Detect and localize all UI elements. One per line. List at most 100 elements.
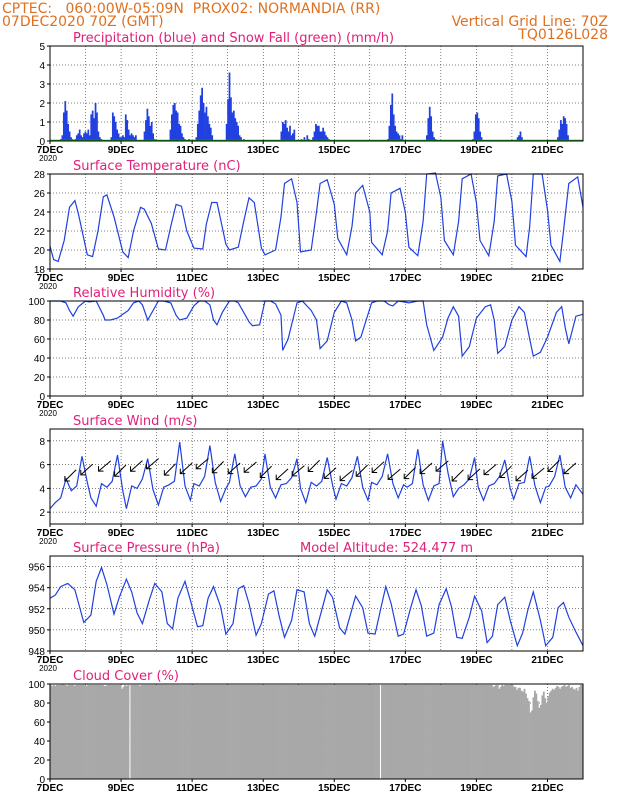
wind-vector-arrow [98,460,112,472]
precip-bar [176,112,179,141]
cloud-bar [133,684,135,779]
cloud-bar [139,685,141,779]
cloud-bar [418,684,420,779]
cloud-bar [142,684,144,779]
header-model-code: TQ0126L028 [517,27,608,43]
precip-bar [75,135,78,141]
pres-year-label: 2020 [39,664,57,673]
cloud-bar [256,684,259,779]
wind-vector-arrow [451,469,464,482]
cloud-bar [88,684,91,779]
cloud-bar [265,684,268,779]
wind-xtick-label: 19DEC [460,528,492,539]
cloud-bar [539,704,542,779]
cloud-bar [97,684,100,779]
cloud-bar [214,684,217,779]
cloud-bar [225,684,227,779]
cloud-bar [299,684,302,779]
wind-vector-arrow [563,462,577,475]
cloud-bar [70,684,73,779]
precip-bar [320,131,323,141]
cloud-bar [480,684,483,779]
precip-bar [211,135,214,141]
cloud-bar [412,684,415,779]
cloud-bar [164,684,167,779]
cloud-bar [235,684,238,779]
precip-bar [394,125,397,141]
precip-bar [231,112,234,141]
precip-bar [94,103,97,141]
cloud-bar [196,684,199,779]
cloud-bar [514,686,517,779]
wind-vector-arrowhead [547,466,554,473]
precip-bar [116,129,118,141]
cloud-bar [321,684,324,779]
precip-bar [122,135,124,141]
cloud-bar [290,684,293,779]
precip-bar [565,123,568,141]
precip-bar [173,103,176,141]
cloud-bar [237,684,239,779]
cloud-bar [517,687,520,779]
wind-vector-arrow [435,460,449,472]
precip-bar [326,137,329,141]
cloud-bar [294,684,297,779]
cloud-bar [361,684,364,779]
cloud-bar [436,684,438,779]
wind-vector-arrow [259,465,272,478]
cloud-bar [370,684,373,779]
precip-bar [284,120,287,141]
cloud-bar [311,684,314,779]
precip-bar [559,120,562,141]
cloud-bar [293,684,296,779]
cloud-bar [254,684,257,779]
precip-bar [97,131,100,141]
wind-vector-arrowhead [339,475,346,482]
wind-vector-arrow [114,464,127,477]
precip-bar [178,123,180,141]
cloud-bar [247,684,250,779]
cloud-bar [263,684,266,779]
pres-panel-frame [49,555,584,652]
cloud-bar [369,684,371,779]
cloud-bar [146,684,149,779]
cloud-bar [58,684,61,779]
cloud-bar [251,684,254,779]
cloud-bar [446,684,449,779]
cloud-bar [87,684,89,779]
cloud-bar [269,684,272,779]
precip-bar [198,110,201,141]
cloud-bar [453,684,456,779]
cloud-bar [205,684,208,779]
cloud-bar [425,684,428,779]
precip-bar [395,131,398,141]
temp-ytick-label: 18 [34,265,46,276]
cloud-bar [496,684,499,779]
wind-vector-arrow [483,464,497,476]
cloud-bar [424,684,426,779]
cloud-bar [531,710,533,779]
precip-bar [124,114,127,141]
cloud-bar [245,684,248,779]
cloud-bar [167,684,170,779]
cloud-bar [536,701,539,779]
pres-ytick-label: 954 [28,584,45,595]
cloud-bar [110,684,113,779]
cloud-bar [119,684,122,779]
cloud-bar [147,684,150,779]
wind-vector-arrow [403,466,416,480]
wind-vector-arrowhead [64,476,70,482]
precip-bar [110,137,113,141]
cloud-bar [243,684,245,779]
temp-ytick-label: 26 [34,189,46,200]
wind-vector-arrow [355,464,368,477]
cloud-bar [461,684,464,779]
rh-xtick-label: 9DEC [108,400,135,411]
cloud-bar [320,684,322,779]
wind-vector-arrow [371,461,385,473]
wind-vector-arrowhead [275,474,282,481]
cloud-bar [75,684,78,779]
precip-bar [117,133,120,141]
cloud-bar [162,684,165,779]
cloud-bar [318,684,321,779]
